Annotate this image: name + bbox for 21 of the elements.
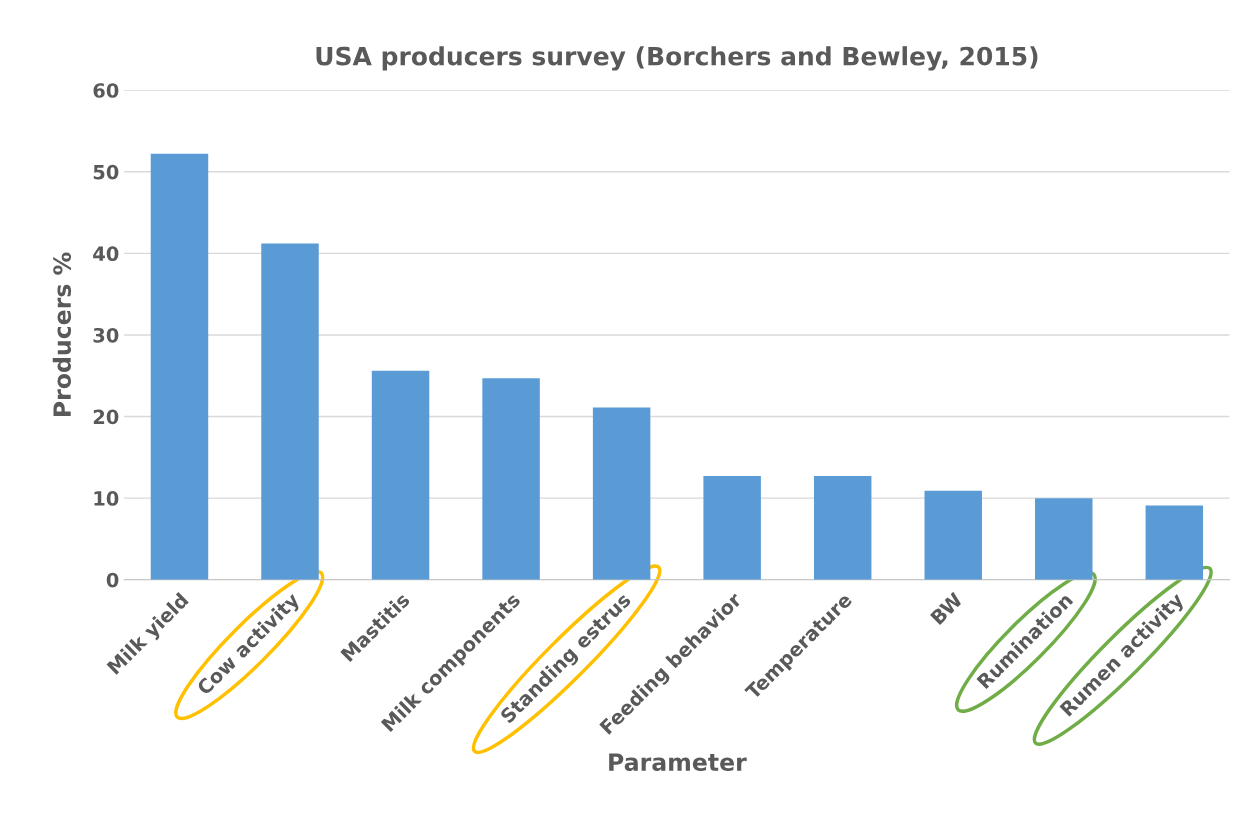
bar bbox=[482, 378, 540, 580]
bar bbox=[592, 407, 651, 580]
y-tick-label: 40 bbox=[93, 246, 119, 262]
y-tick-label: 20 bbox=[93, 409, 119, 425]
y-axis-title: Producers % bbox=[52, 252, 72, 417]
y-tick-label: 30 bbox=[93, 327, 119, 343]
bar bbox=[703, 476, 761, 580]
y-tick-label: 0 bbox=[106, 572, 119, 588]
y-tick-label: 60 bbox=[93, 83, 119, 98]
bar bbox=[150, 153, 209, 580]
bar bbox=[1035, 498, 1093, 580]
bar bbox=[924, 490, 982, 580]
bar bbox=[1145, 505, 1204, 580]
bar bbox=[261, 243, 319, 580]
bar bbox=[371, 370, 430, 580]
y-tick-label: 50 bbox=[93, 164, 119, 180]
y-tick-label: 10 bbox=[94, 491, 119, 506]
x-tick-label: BW bbox=[930, 591, 964, 625]
bar bbox=[813, 476, 872, 580]
x-axis-title: Parameter bbox=[609, 753, 747, 772]
chart-title: USA producers survey (Borchers and Bewley, 2015) bbox=[316, 46, 1038, 71]
